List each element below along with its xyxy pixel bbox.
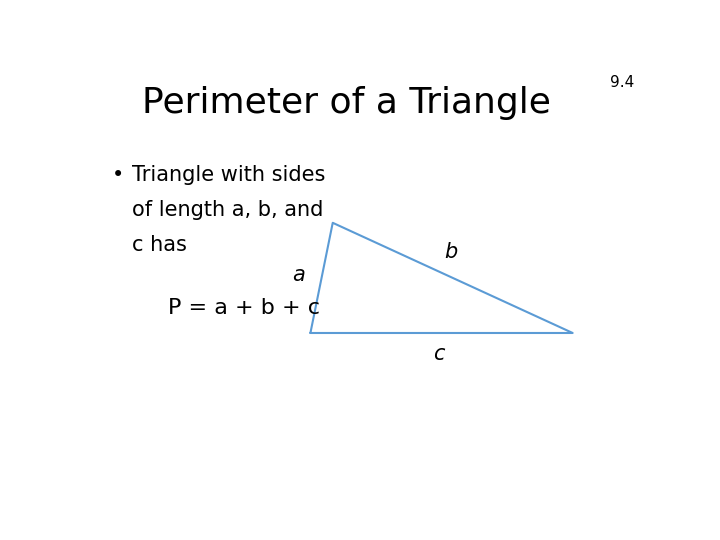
Text: P = a + b + c: P = a + b + c [168, 298, 320, 318]
Text: 9.4: 9.4 [610, 75, 634, 90]
Text: of length a, b, and: of length a, b, and [132, 200, 323, 220]
Text: Triangle with sides: Triangle with sides [132, 165, 325, 185]
Text: a: a [292, 265, 305, 285]
Text: c: c [433, 344, 444, 364]
Text: •: • [112, 165, 125, 185]
Text: Perimeter of a Triangle: Perimeter of a Triangle [143, 85, 551, 119]
Text: c has: c has [132, 235, 186, 255]
Text: b: b [444, 242, 458, 262]
